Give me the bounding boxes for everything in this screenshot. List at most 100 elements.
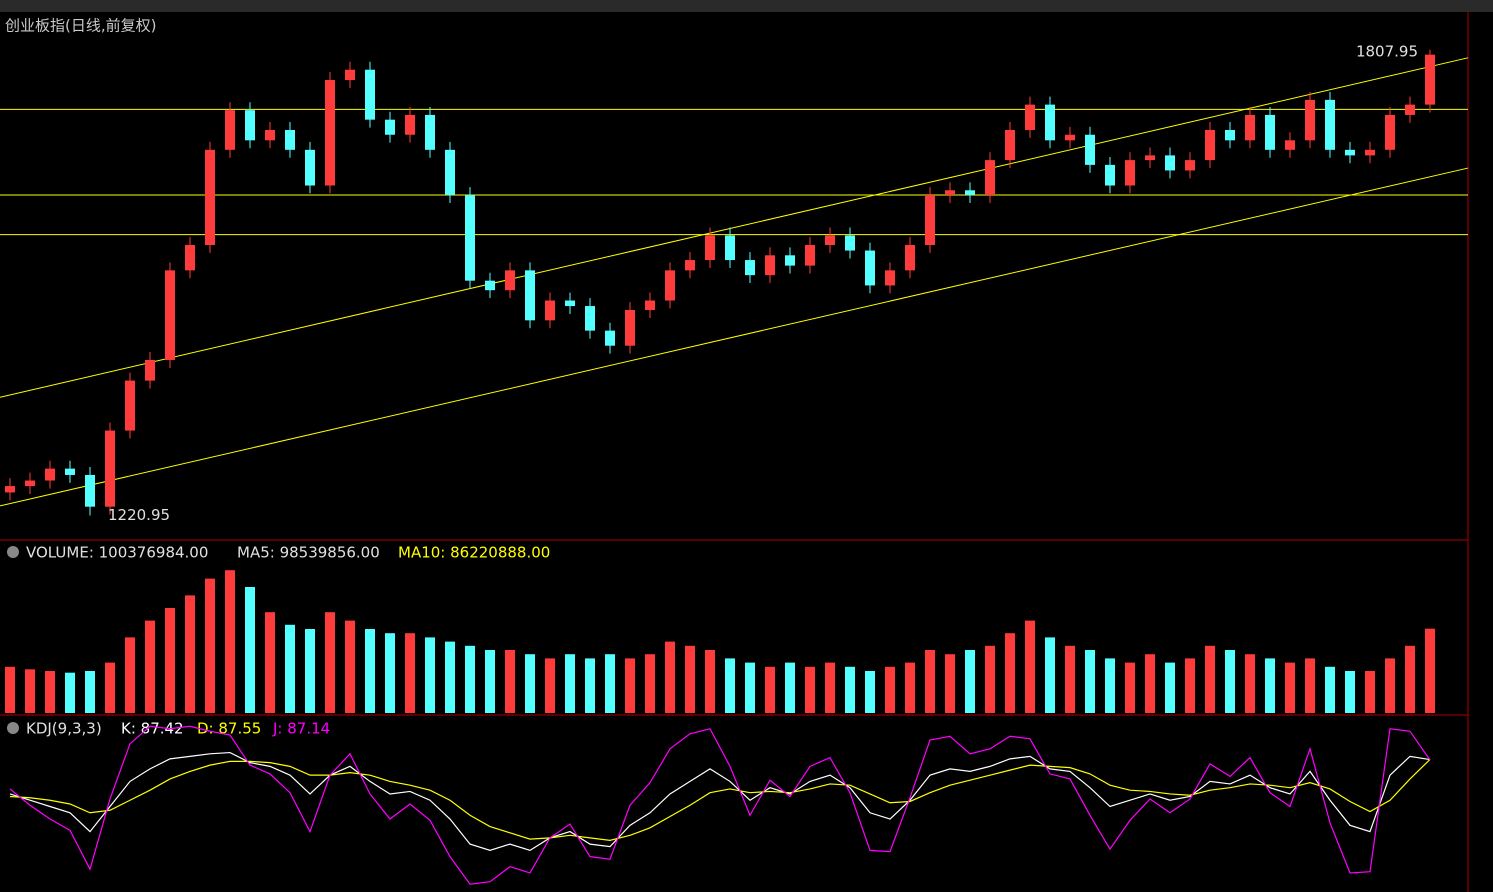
candle-body — [1145, 155, 1155, 161]
candle-body — [1265, 114, 1275, 150]
panel-icon — [7, 722, 19, 734]
candle-body — [725, 235, 735, 261]
kdj-title: KDJ(9,3,3) — [26, 720, 102, 738]
high-annotation: 1807.95 — [1356, 42, 1418, 60]
volume-bar — [365, 629, 375, 713]
volume-bar — [605, 654, 615, 713]
volume-bar — [1285, 662, 1295, 713]
panel-icon — [7, 546, 19, 558]
kdj-line — [9, 725, 1431, 885]
candle-body — [745, 260, 755, 276]
d-legend: D: 87.55 — [197, 720, 261, 738]
volume-bar — [785, 662, 795, 713]
volume-bar — [1125, 662, 1135, 713]
candle-body — [1325, 99, 1335, 150]
volume-bar — [745, 662, 755, 713]
chart-title: 创业板指(日线,前复权) — [5, 17, 156, 35]
candle-body — [325, 80, 335, 186]
candle-body — [565, 300, 575, 307]
candle-body — [1405, 104, 1415, 115]
candle-body — [1025, 104, 1035, 130]
volume-bar — [865, 671, 875, 713]
low-annotation: 1220.95 — [108, 506, 170, 524]
volume-bar — [945, 654, 955, 713]
candle-body — [1285, 140, 1295, 150]
volume-bar — [1365, 671, 1375, 713]
candle-body — [1085, 134, 1095, 165]
volume-bar — [645, 654, 655, 713]
volume-bar — [585, 658, 595, 713]
volume-bar — [5, 666, 15, 713]
volume-bar — [1145, 654, 1155, 713]
volume-bar — [445, 641, 455, 713]
volume-bar — [45, 671, 55, 713]
candle-body — [65, 468, 75, 475]
volume-bar — [705, 650, 715, 713]
candle-body — [445, 149, 455, 196]
volume-bar — [1245, 654, 1255, 713]
candle-body — [885, 270, 895, 286]
volume-bar — [1025, 620, 1035, 713]
volume-bar — [685, 645, 695, 713]
candle-body — [345, 69, 355, 81]
volume-bar — [1065, 645, 1075, 713]
candle-body — [685, 260, 695, 271]
candle-body — [385, 119, 395, 135]
volume-bar — [225, 570, 235, 713]
volume-bar — [185, 595, 195, 713]
k-legend: K: 87.42 — [121, 720, 184, 738]
volume-bar — [345, 620, 355, 713]
trend-line — [0, 57, 1469, 398]
candle-body — [765, 255, 775, 276]
volume-bar — [1385, 658, 1395, 713]
volume-bar — [625, 658, 635, 713]
candle-body — [605, 330, 615, 346]
volume-bar — [405, 633, 415, 713]
candle-body — [645, 300, 655, 311]
candle-body — [1345, 149, 1355, 156]
ma10-legend: MA10: 86220888.00 — [398, 544, 550, 562]
volume-bar — [1405, 645, 1415, 713]
candle-body — [785, 255, 795, 266]
volume-bar — [1105, 658, 1115, 713]
volume-legend: VOLUME: 100376984.00 — [26, 544, 208, 562]
volume-bar — [505, 650, 515, 713]
volume-bar — [1225, 650, 1235, 713]
volume-bar — [325, 612, 335, 713]
candle-body — [1225, 129, 1235, 141]
volume-bar — [845, 666, 855, 713]
candle-body — [965, 190, 975, 196]
volume-bar — [905, 662, 915, 713]
volume-bar — [305, 629, 315, 713]
candle-body — [1245, 114, 1255, 141]
candle-body — [505, 270, 515, 291]
candle-body — [425, 114, 435, 150]
volume-bar — [85, 671, 95, 713]
volume-bar — [245, 587, 255, 713]
kdj-line — [9, 758, 1431, 841]
volume-bar — [885, 666, 895, 713]
kdj-line — [9, 751, 1431, 852]
volume-bar — [425, 637, 435, 713]
candle-body — [125, 380, 135, 431]
volume-bar — [285, 624, 295, 713]
volume-bar — [985, 645, 995, 713]
volume-bar — [385, 633, 395, 713]
candle-body — [1065, 134, 1075, 141]
volume-bar — [725, 658, 735, 713]
volume-bar — [465, 645, 475, 713]
candle-body — [1205, 129, 1215, 161]
volume-bar — [265, 612, 275, 713]
volume-bar — [1305, 658, 1315, 713]
candle-body — [465, 195, 475, 281]
candle-body — [665, 270, 675, 301]
candle-body — [585, 306, 595, 331]
volume-bar — [825, 662, 835, 713]
candle-body — [825, 235, 835, 245]
volume-bar — [1185, 658, 1195, 713]
candle-body — [525, 270, 535, 321]
candle-body — [85, 474, 95, 507]
volume-bar — [525, 654, 535, 713]
candle-body — [1045, 104, 1055, 141]
